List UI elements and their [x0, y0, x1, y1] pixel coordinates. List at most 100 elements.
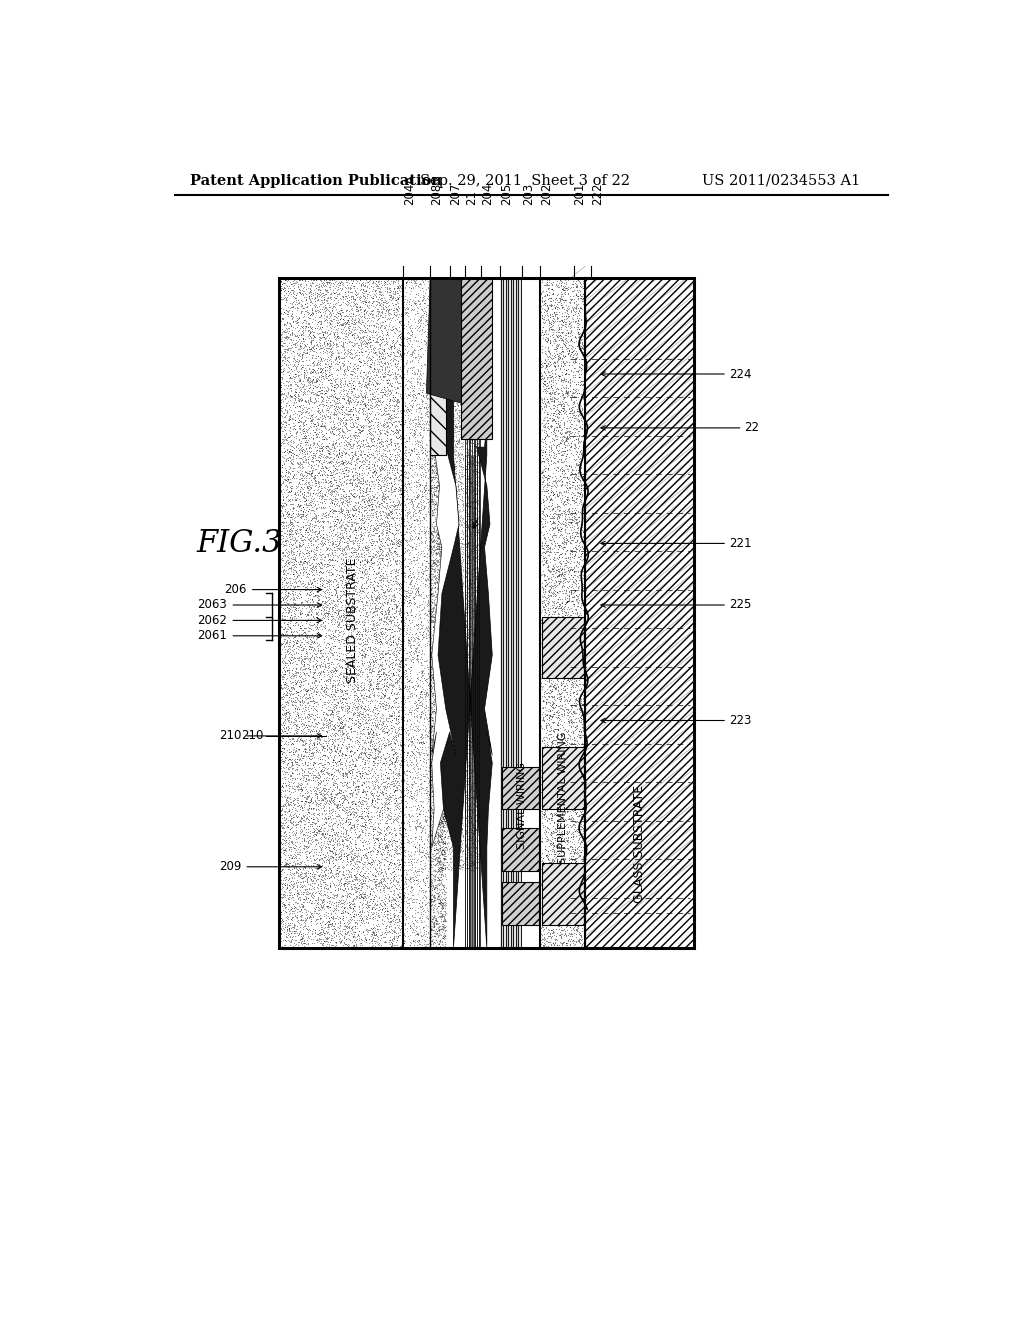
Point [566, 791, 583, 812]
Point [436, 576, 453, 597]
Point [424, 895, 440, 916]
Point [331, 669, 347, 690]
Point [360, 768, 377, 789]
Point [309, 829, 326, 850]
Point [278, 907, 294, 928]
Point [319, 915, 336, 936]
Point [387, 795, 403, 816]
Point [370, 553, 386, 574]
Point [318, 681, 335, 702]
Point [454, 536, 470, 557]
Point [309, 622, 326, 643]
Point [362, 437, 379, 458]
Point [431, 577, 447, 598]
Point [310, 521, 327, 543]
Point [469, 462, 485, 483]
Point [458, 632, 474, 653]
Point [377, 721, 393, 742]
Point [337, 413, 353, 434]
Point [303, 672, 319, 693]
Point [311, 931, 328, 952]
Point [370, 309, 386, 330]
Point [295, 545, 311, 566]
Point [435, 444, 452, 465]
Point [396, 462, 413, 483]
Point [402, 640, 419, 661]
Point [390, 719, 407, 741]
Point [361, 636, 378, 657]
Point [295, 776, 311, 797]
Point [369, 387, 385, 408]
Point [427, 479, 443, 500]
Point [547, 297, 563, 318]
Point [351, 403, 368, 424]
Point [429, 705, 445, 726]
Point [370, 536, 386, 557]
Point [565, 490, 582, 511]
Point [458, 403, 474, 424]
Point [433, 931, 450, 952]
Point [273, 581, 290, 602]
Point [439, 620, 456, 642]
Point [300, 417, 316, 438]
Point [469, 546, 485, 568]
Point [372, 399, 388, 420]
Point [407, 510, 423, 531]
Point [273, 735, 290, 756]
Point [562, 544, 579, 565]
Point [344, 927, 360, 948]
Point [546, 846, 562, 867]
Point [549, 829, 565, 850]
Point [354, 436, 371, 457]
Point [273, 726, 290, 747]
Point [393, 565, 410, 586]
Point [390, 510, 407, 531]
Point [275, 843, 292, 865]
Point [568, 543, 585, 564]
Point [379, 470, 395, 491]
Point [341, 484, 357, 506]
Point [392, 459, 409, 480]
Point [432, 682, 449, 704]
Point [541, 440, 557, 461]
Point [352, 517, 369, 539]
Point [400, 441, 417, 462]
Point [312, 436, 329, 457]
Point [429, 487, 445, 508]
Point [316, 305, 333, 326]
Point [340, 293, 356, 314]
Point [353, 450, 370, 471]
Point [425, 673, 441, 694]
Point [551, 779, 567, 800]
Point [318, 404, 335, 425]
Point [425, 605, 441, 626]
Point [413, 306, 429, 327]
Point [292, 317, 308, 338]
Point [401, 582, 418, 603]
Point [309, 286, 326, 308]
Point [428, 659, 444, 680]
Point [402, 638, 419, 659]
Point [274, 496, 291, 517]
Point [379, 898, 395, 919]
Point [382, 785, 398, 807]
Point [360, 363, 377, 384]
Point [276, 780, 293, 801]
Point [563, 928, 580, 949]
Point [354, 921, 371, 942]
Point [539, 845, 555, 866]
Point [352, 454, 369, 475]
Point [322, 323, 338, 345]
Point [464, 664, 480, 685]
Point [435, 876, 452, 898]
Point [411, 499, 427, 520]
Point [378, 818, 394, 840]
Point [390, 705, 407, 726]
Point [565, 657, 582, 678]
Point [324, 863, 340, 884]
Point [385, 318, 401, 339]
Point [455, 631, 471, 652]
Point [364, 374, 380, 395]
Point [390, 339, 407, 360]
Point [558, 306, 574, 327]
